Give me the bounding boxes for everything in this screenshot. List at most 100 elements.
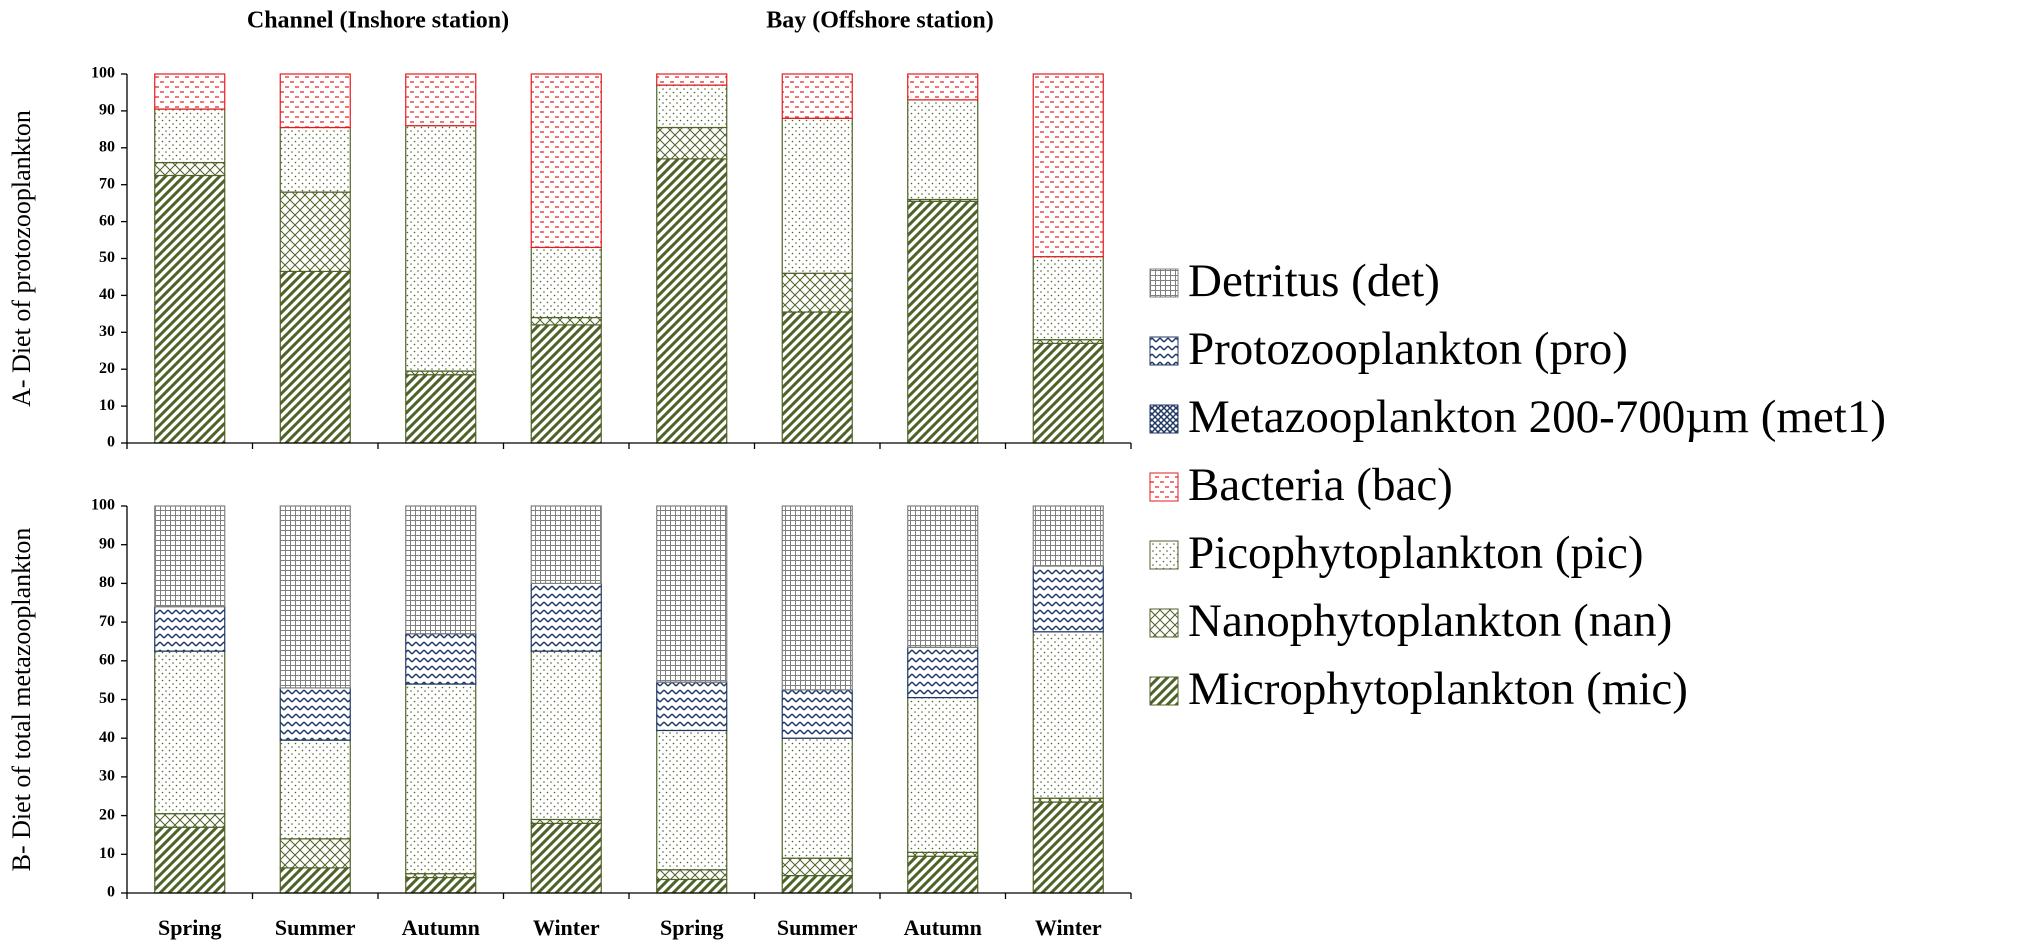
bar-segment <box>405 374 477 444</box>
x-tick-label: Spring <box>158 915 222 940</box>
y-tick-label: 100 <box>91 497 115 514</box>
bar-segment <box>1032 801 1104 894</box>
bar-segment <box>907 73 979 101</box>
bar-segment <box>781 73 853 119</box>
x-tick-label: Spring <box>660 915 724 940</box>
bar-segment <box>656 729 728 871</box>
bar-segment <box>907 855 979 894</box>
bar-segment <box>530 505 602 585</box>
x-tick-label: Winter <box>533 915 600 940</box>
bar-segment <box>279 73 351 129</box>
legend-swatch <box>1149 540 1179 570</box>
bar-segment <box>405 125 477 372</box>
bar-segment <box>907 646 979 699</box>
bar-segment <box>154 650 226 815</box>
group-label: Channel (Inshore station) <box>247 8 509 34</box>
bar-segment <box>781 505 853 691</box>
legend-label: Picophytoplankton (pic) <box>1188 527 1644 579</box>
bar-segment <box>154 108 226 164</box>
bar-segment <box>656 878 728 894</box>
bar-segment <box>154 73 226 110</box>
bar-segment <box>907 99 979 201</box>
y-tick-label: 40 <box>99 729 115 746</box>
legend-label: Nanophytoplankton (nan) <box>1188 595 1672 647</box>
y-tick-label: 30 <box>99 768 115 785</box>
legend-label: Detritus (det) <box>1188 255 1440 307</box>
y-tick-label: 80 <box>99 138 115 155</box>
bar-segment <box>279 687 351 741</box>
bar-segment <box>656 869 728 881</box>
bar-segment <box>781 311 853 444</box>
bar-segment <box>530 73 602 249</box>
bar-segment <box>530 650 602 821</box>
bar-segment <box>279 505 351 689</box>
bar-segment <box>1032 342 1104 444</box>
legend-label: Microphytoplankton (mic) <box>1188 663 1688 715</box>
bar-segment <box>781 117 853 274</box>
bar-segment <box>279 867 351 894</box>
bar-segment <box>781 857 853 877</box>
bar-segment <box>1032 565 1104 633</box>
y-tick-label: 50 <box>99 249 115 266</box>
bar-segment <box>656 73 728 86</box>
y-tick-label: 80 <box>99 574 115 591</box>
bar-segment <box>530 324 602 444</box>
legend-swatch <box>1149 404 1179 434</box>
legend-label: Metazooplankton 200-700µm (met1) <box>1188 391 1886 443</box>
y-tick-label: 70 <box>99 175 115 192</box>
bar-segment <box>405 633 477 685</box>
legend-label: Protozooplankton (pro) <box>1188 323 1628 375</box>
x-tick-label: Autumn <box>904 915 982 940</box>
y-tick-label: 70 <box>99 613 115 630</box>
y-tick-label: 20 <box>99 806 115 823</box>
legend-swatch <box>1149 472 1179 502</box>
bar-segment <box>530 246 602 319</box>
bar-segment <box>279 126 351 193</box>
y-tick-label: 20 <box>99 360 115 377</box>
bar-segment <box>781 874 853 894</box>
bar-segment <box>656 681 728 732</box>
y-tick-label: 10 <box>99 397 115 414</box>
y-tick-label: 0 <box>107 884 115 901</box>
y-axis-title: B- Diet of total metazooplankton <box>7 528 36 872</box>
bar-segment <box>656 158 728 444</box>
bar-segment <box>154 174 226 444</box>
bar-segment <box>405 505 477 635</box>
bar-segment <box>405 683 477 875</box>
bar-segment <box>279 191 351 273</box>
bar-segment <box>154 161 226 177</box>
bar-segment <box>530 316 602 326</box>
y-tick-label: 10 <box>99 845 115 862</box>
legend-swatch <box>1149 608 1179 638</box>
x-tick-label: Autumn <box>402 915 480 940</box>
x-tick-label: Winter <box>1035 915 1102 940</box>
bar-segment <box>781 689 853 739</box>
bar-segment <box>279 838 351 869</box>
bar-segment <box>154 813 226 828</box>
bar-segment <box>154 606 226 652</box>
y-tick-label: 30 <box>99 323 115 340</box>
bar-segment <box>656 84 728 129</box>
y-tick-label: 40 <box>99 286 115 303</box>
x-tick-label: Summer <box>275 915 356 940</box>
bar-segment <box>907 200 979 444</box>
bar-segment <box>279 739 351 840</box>
y-tick-label: 60 <box>99 651 115 668</box>
y-tick-label: 100 <box>91 65 115 82</box>
bar-segment <box>907 505 979 648</box>
bar-segment <box>781 272 853 313</box>
bar-segment <box>1032 73 1104 258</box>
y-tick-label: 90 <box>99 535 115 552</box>
bar-segment <box>154 826 226 894</box>
bar-segment <box>907 696 979 853</box>
bar-segment <box>405 876 477 894</box>
y-tick-label: 0 <box>107 434 115 451</box>
x-tick-label: Summer <box>777 915 858 940</box>
legend-label: Bacteria (bac) <box>1188 459 1453 511</box>
bar-segment <box>656 505 728 683</box>
group-label: Bay (Offshore station) <box>766 8 994 34</box>
y-axis-title: A- Diet of protozooplankton <box>7 110 36 407</box>
bar-segment <box>530 582 602 652</box>
bar-segment <box>1032 256 1104 341</box>
